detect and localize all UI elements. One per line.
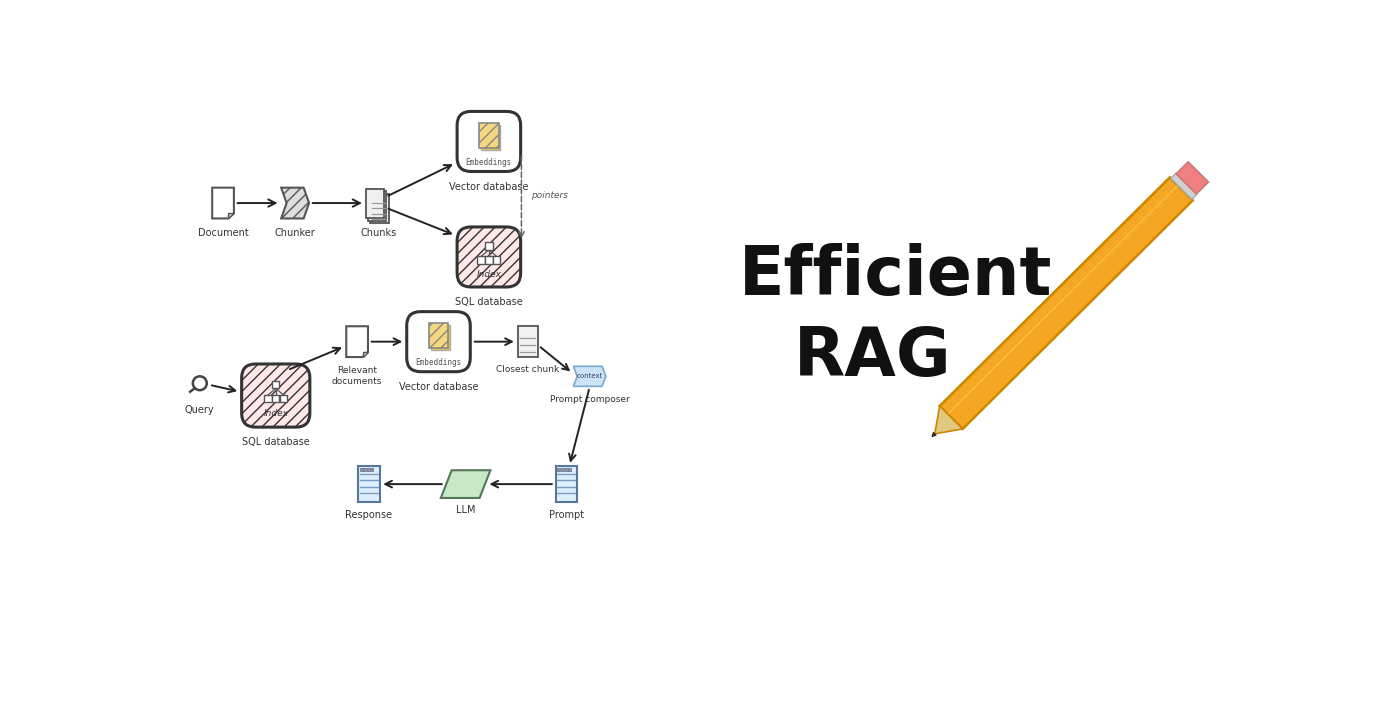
FancyBboxPatch shape [407, 312, 470, 372]
Text: Closest chunk: Closest chunk [496, 365, 559, 374]
Text: Query: Query [185, 405, 214, 415]
Polygon shape [228, 213, 234, 218]
Text: Document: Document [197, 227, 248, 238]
Bar [360, 468, 363, 471]
Text: Response: Response [346, 510, 392, 520]
Bar [272, 381, 280, 389]
Polygon shape [346, 326, 368, 357]
Text: Vector database: Vector database [449, 182, 529, 191]
Bar [280, 395, 287, 403]
Text: Chunks: Chunks [361, 227, 398, 238]
Text: Embeddings: Embeddings [466, 158, 512, 167]
Polygon shape [932, 432, 937, 436]
Bar [564, 468, 567, 471]
Bar [486, 256, 493, 264]
FancyBboxPatch shape [358, 466, 379, 502]
Text: Index: Index [476, 270, 501, 279]
Bar [367, 468, 370, 471]
Text: Embeddings: Embeddings [416, 358, 462, 367]
Text: SQL database: SQL database [455, 297, 522, 307]
Text: Vector database: Vector database [399, 382, 479, 391]
Text: pointers: pointers [532, 191, 568, 200]
Bar [364, 468, 367, 471]
Polygon shape [939, 177, 1193, 429]
Polygon shape [363, 352, 368, 357]
Bar [272, 395, 280, 403]
Text: Relevant
documents: Relevant documents [332, 366, 382, 386]
Text: context: context [577, 373, 603, 379]
FancyBboxPatch shape [518, 326, 538, 357]
Polygon shape [281, 188, 309, 218]
Text: RAG: RAG [794, 324, 952, 390]
FancyBboxPatch shape [428, 323, 448, 348]
Text: LLM: LLM [456, 505, 476, 515]
FancyBboxPatch shape [431, 325, 451, 350]
Polygon shape [1176, 162, 1208, 194]
Text: Chunker: Chunker [274, 227, 315, 238]
Text: Prompt: Prompt [549, 510, 584, 520]
Text: SQL database: SQL database [242, 437, 309, 447]
Text: Efficient: Efficient [739, 243, 1053, 309]
FancyBboxPatch shape [479, 122, 498, 148]
Bar [568, 468, 571, 471]
Polygon shape [574, 366, 606, 386]
FancyBboxPatch shape [482, 125, 501, 150]
Bar [493, 256, 500, 264]
FancyBboxPatch shape [370, 194, 389, 222]
Bar [561, 468, 564, 471]
FancyBboxPatch shape [365, 189, 384, 218]
FancyBboxPatch shape [556, 466, 577, 502]
Polygon shape [213, 188, 234, 218]
Polygon shape [1170, 173, 1197, 199]
Bar [477, 256, 484, 264]
FancyBboxPatch shape [456, 227, 521, 287]
Text: Index: Index [263, 409, 288, 417]
Polygon shape [935, 406, 963, 434]
FancyBboxPatch shape [368, 191, 386, 220]
Bar [486, 242, 493, 250]
Text: Prompt composer: Prompt composer [550, 395, 630, 404]
FancyBboxPatch shape [456, 111, 521, 172]
Bar [371, 468, 374, 471]
Polygon shape [441, 470, 490, 498]
Bar [557, 468, 560, 471]
Bar [265, 395, 272, 403]
FancyBboxPatch shape [242, 364, 309, 427]
